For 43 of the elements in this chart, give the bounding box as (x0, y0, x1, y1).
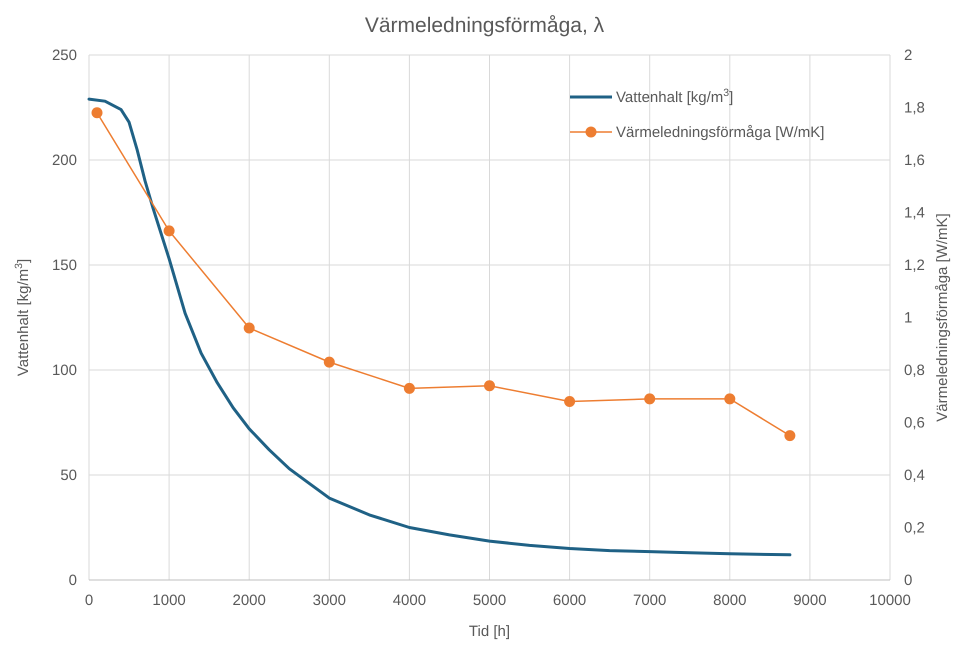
y2-tick-label: 0,4 (904, 467, 925, 484)
y2-tick-label: 1 (904, 310, 912, 326)
point (724, 393, 736, 404)
point (92, 107, 103, 118)
x-tick-label: 7000 (633, 592, 666, 609)
y2-tick-label: 1,2 (904, 257, 925, 274)
legend-label: Vattenhalt [kg/m$^{3}$] (616, 87, 734, 106)
x-tick-label: 6000 (552, 592, 586, 609)
y2-tick-label: 0 (904, 572, 912, 589)
chart-title: Värmeledningsförmåga, λ (364, 14, 605, 37)
y-tick-label: 250 (52, 47, 77, 64)
y2-tick-label: 0,2 (904, 520, 925, 536)
point (644, 393, 656, 404)
point (404, 382, 415, 394)
x-tick-label: 0 (84, 592, 94, 609)
y-tick-label: 150 (52, 257, 77, 274)
y-tick-label: 50 (60, 467, 77, 484)
y-tick-label: 200 (52, 152, 77, 169)
x-tick-label: 3000 (312, 592, 346, 609)
y2-tick-label: 1,4 (904, 204, 925, 222)
y2-tick-label: 2 (904, 47, 912, 64)
point (564, 396, 576, 407)
point (784, 430, 796, 442)
x-tick-label: 8000 (713, 592, 746, 609)
y2-tick-label: 0,8 (904, 362, 925, 379)
x-tick-label: 2000 (232, 592, 266, 609)
x-tick-label: 5000 (472, 592, 506, 609)
y2-tick-label: 0,6 (904, 414, 925, 432)
point (324, 356, 335, 368)
point (244, 322, 255, 334)
x-tick-label: 1000 (152, 592, 186, 609)
y-tick-label: 100 (52, 362, 77, 379)
x-tick-label: 10000 (869, 592, 911, 609)
y2-tick-label: 1,6 (904, 152, 925, 169)
x-axis-title: Tid [h] (468, 623, 510, 640)
y-tick-label: 0 (68, 572, 77, 589)
legend-label: Värmeledningsförmåga [W/mK] (616, 124, 824, 141)
y2-tick-label: 1,8 (904, 100, 925, 116)
y2-axis-title: Värmeledningsförmåga [W/mK] (934, 213, 951, 422)
point (484, 380, 495, 392)
x-tick-label: 4000 (392, 592, 426, 609)
point (164, 225, 175, 236)
x-tick-label: 9000 (793, 592, 827, 609)
